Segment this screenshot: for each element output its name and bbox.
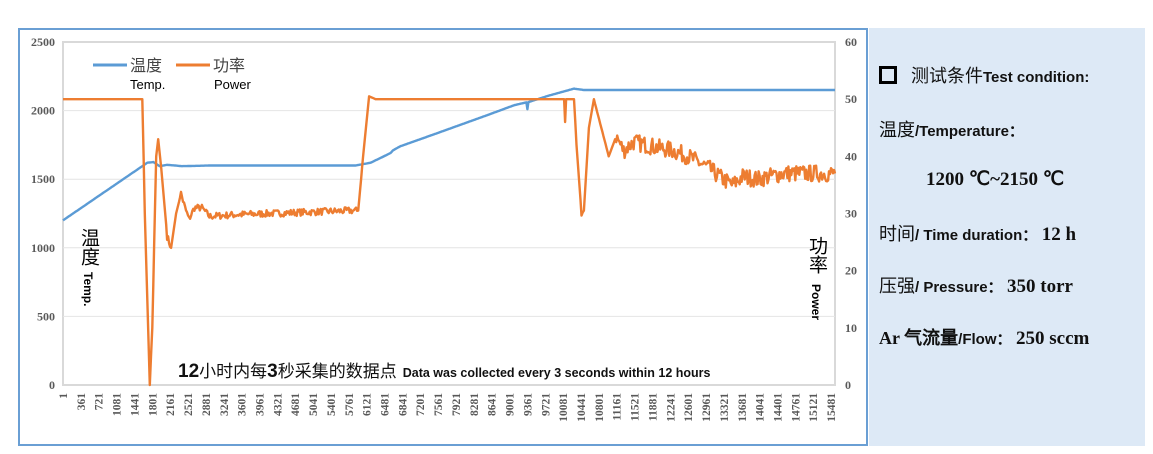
y-tick-right: 20	[845, 264, 857, 278]
x-tick-label: 10441	[576, 393, 588, 422]
temperature-label: 温度/Temperature：	[879, 120, 1024, 140]
x-tick-label: 12961	[701, 393, 713, 422]
x-tick-label: 361	[76, 393, 88, 411]
x-tick-label: 12601	[683, 393, 695, 422]
x-tick-label: 9001	[505, 393, 517, 416]
legend: 温度 功率 Temp. Power	[93, 57, 252, 92]
x-tick-label: 10801	[594, 393, 606, 422]
y-tick-right: 40	[845, 149, 857, 163]
y-label-left-en: Temp.	[81, 272, 95, 307]
series-line-power	[62, 95, 837, 387]
axes: 0 500 1000 1500 2000 2500 0 10 20 30 40 50 60 1 361 721…	[31, 35, 857, 422]
x-tick-label: 1081	[112, 393, 124, 416]
x-tick-label: 9721	[540, 393, 552, 416]
flow-row: Ar 气流量/Flow： 250 sccm	[879, 328, 1090, 349]
plot-area	[62, 41, 836, 386]
x-tick-label: 15121	[808, 393, 820, 422]
legend-label-temp: 温度	[130, 57, 162, 75]
y-tick-left: 0	[49, 378, 55, 392]
x-tick-label: 1801	[147, 393, 159, 416]
series-lines	[62, 87, 837, 387]
x-tick-label: 11521	[630, 393, 642, 421]
x-tick-label: 14761	[790, 393, 802, 422]
legend-label-power: 功率	[213, 57, 245, 75]
x-tick-label: 4681	[290, 393, 302, 416]
chart-frame	[18, 28, 868, 446]
x-tick-label: 5401	[326, 393, 338, 416]
checkbox-square-icon	[879, 66, 897, 84]
series-line-temp	[62, 87, 836, 222]
y-tick-right: 50	[845, 92, 857, 106]
y-tick-right: 60	[845, 35, 857, 49]
x-tick-label: 5041	[308, 393, 320, 416]
x-tick-label: 11881	[647, 393, 659, 421]
x-tick-label: 6481	[380, 393, 392, 416]
x-tick-label: 13321	[719, 393, 731, 422]
grid	[62, 41, 836, 386]
x-tick-label: 5761	[344, 393, 356, 416]
x-tick-label: 7561	[433, 393, 445, 416]
x-tick-label: 721	[94, 393, 106, 411]
x-tick-label: 10081	[558, 393, 570, 422]
x-tick-label: 9361	[522, 393, 534, 416]
panel-title: 测试条件Test condition:	[879, 62, 1089, 88]
time-row: 时间/ Time duration： 12 h	[879, 224, 1077, 245]
y-tick-right: 0	[845, 378, 851, 392]
y-tick-left: 2500	[31, 35, 55, 49]
x-tick-label: 7201	[415, 393, 427, 416]
x-tick-label: 6841	[397, 393, 409, 416]
x-tick-label: 2521	[183, 393, 195, 416]
annotation: 12小时内每3秒采集的数据点 Data was collected every 3…	[178, 361, 711, 382]
x-tick-label: 2881	[201, 393, 213, 416]
y-label-right-cn: 功率	[806, 236, 827, 274]
legend-label-temp-en: Temp.	[130, 77, 165, 92]
x-tick-label: 14041	[755, 393, 767, 422]
x-tick-label: 4321	[272, 393, 284, 416]
x-tick-label: 8641	[487, 393, 499, 416]
x-tick-label: 3241	[219, 393, 231, 416]
y-tick-right: 30	[845, 207, 857, 221]
pressure-row: 压强/ Pressure： 350 torr	[879, 276, 1073, 297]
x-tick-label: 12241	[665, 393, 677, 422]
x-tick-label: 3961	[254, 393, 266, 416]
test-conditions-panel: 测试条件Test condition: 温度/Temperature： 1200…	[869, 28, 1145, 446]
y-label-left-cn: 温度	[78, 228, 99, 266]
x-tick-label: 8281	[469, 393, 481, 416]
x-tick-label: 2161	[165, 393, 177, 416]
temperature-value: 1200 ℃~2150 ℃	[926, 169, 1065, 190]
x-tick-label: 11161	[612, 393, 624, 421]
x-tick-label: 1	[58, 393, 70, 399]
x-tick-label: 3601	[237, 393, 249, 416]
y-label-right-en: Power	[809, 284, 823, 321]
x-tick-label: 14401	[772, 393, 784, 422]
x-tick-label: 6121	[362, 393, 374, 416]
y-tick-right: 10	[845, 321, 857, 335]
x-tick-label: 7921	[451, 393, 463, 416]
y-tick-left: 2000	[31, 104, 55, 118]
x-tick-label: 13681	[737, 393, 749, 422]
y-tick-left: 1500	[31, 172, 55, 186]
x-tick-label: 1441	[129, 393, 141, 416]
y-tick-left: 1000	[31, 241, 55, 255]
y-tick-left: 500	[37, 309, 55, 323]
x-tick-label: 15481	[826, 393, 838, 422]
legend-label-power-en: Power	[214, 77, 252, 92]
